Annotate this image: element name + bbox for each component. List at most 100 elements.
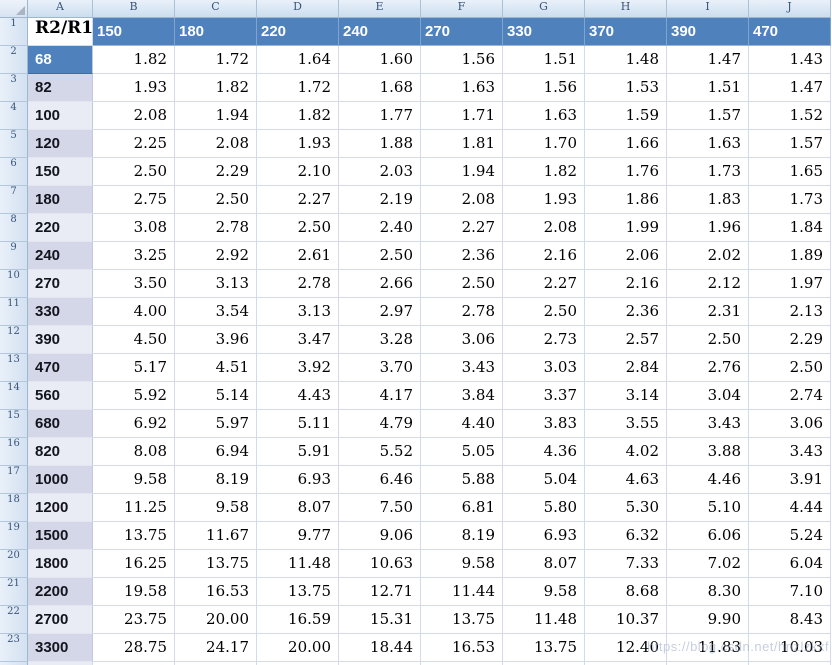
data-cell[interactable]: 1.82 <box>503 158 585 186</box>
data-cell[interactable] <box>503 662 585 665</box>
data-cell[interactable]: 1.81 <box>421 130 503 158</box>
data-cell[interactable]: 2.76 <box>667 354 749 382</box>
data-cell[interactable] <box>339 662 421 665</box>
data-cell[interactable]: 10.63 <box>339 550 421 578</box>
data-cell[interactable]: 9.77 <box>257 522 339 550</box>
data-cell[interactable]: 1.93 <box>93 74 175 102</box>
data-cell[interactable]: 2.78 <box>257 270 339 298</box>
data-cell[interactable]: 2.73 <box>503 326 585 354</box>
data-cell[interactable]: 4.44 <box>749 494 831 522</box>
data-cell[interactable]: 16.53 <box>421 634 503 662</box>
data-cell[interactable]: 13.75 <box>421 606 503 634</box>
data-cell[interactable]: 3.43 <box>667 410 749 438</box>
data-cell[interactable]: 1.97 <box>749 270 831 298</box>
data-cell[interactable]: 2.13 <box>749 298 831 326</box>
data-cell[interactable]: 1.99 <box>585 214 667 242</box>
data-cell[interactable]: 1.94 <box>175 102 257 130</box>
data-cell[interactable]: 2.19 <box>339 186 421 214</box>
data-cell[interactable]: 1.73 <box>749 186 831 214</box>
data-cell[interactable]: 2.06 <box>585 242 667 270</box>
data-cell[interactable]: 2.50 <box>749 354 831 382</box>
row-header-1[interactable]: 1 <box>0 18 28 46</box>
data-cell[interactable]: 5.05 <box>421 438 503 466</box>
data-cell[interactable]: 6.93 <box>503 522 585 550</box>
data-cell[interactable]: 2.16 <box>585 270 667 298</box>
data-cell[interactable]: 2.50 <box>339 242 421 270</box>
data-cell[interactable]: 1.86 <box>585 186 667 214</box>
data-cell[interactable]: 1.77 <box>339 102 421 130</box>
data-cell[interactable]: 2.08 <box>503 214 585 242</box>
data-cell[interactable]: 5.80 <box>503 494 585 522</box>
row-label-cell-240[interactable]: 240 <box>28 242 93 270</box>
data-cell[interactable]: 8.30 <box>667 578 749 606</box>
data-cell[interactable]: 1.70 <box>503 130 585 158</box>
data-cell[interactable]: 4.79 <box>339 410 421 438</box>
data-cell[interactable]: 2.08 <box>421 186 503 214</box>
header-cell-270[interactable]: 270 <box>421 18 503 46</box>
data-cell[interactable]: 3.84 <box>421 382 503 410</box>
row-header-partial[interactable] <box>0 662 28 665</box>
data-cell[interactable]: 16.59 <box>257 606 339 634</box>
data-cell[interactable]: 13.75 <box>175 550 257 578</box>
data-cell[interactable]: 23.75 <box>93 606 175 634</box>
data-cell[interactable]: 4.46 <box>667 466 749 494</box>
row-header-6[interactable]: 6 <box>0 158 28 186</box>
row-header-18[interactable]: 18 <box>0 494 28 522</box>
data-cell[interactable]: 2.97 <box>339 298 421 326</box>
data-cell[interactable]: 1.57 <box>667 102 749 130</box>
data-cell[interactable]: 13.75 <box>93 522 175 550</box>
data-cell[interactable]: 3.25 <box>93 242 175 270</box>
row-label-cell-270[interactable]: 270 <box>28 270 93 298</box>
data-cell[interactable]: 1.82 <box>93 46 175 74</box>
data-cell[interactable]: 1.88 <box>339 130 421 158</box>
data-cell[interactable]: 3.92 <box>257 354 339 382</box>
data-cell[interactable]: 1.64 <box>257 46 339 74</box>
column-header-G[interactable]: G <box>503 0 585 18</box>
data-cell[interactable]: 3.13 <box>175 270 257 298</box>
row-label-cell-68[interactable]: 68 <box>28 46 93 74</box>
data-cell[interactable]: 1.60 <box>339 46 421 74</box>
data-cell[interactable]: 7.02 <box>667 550 749 578</box>
data-cell[interactable]: 7.10 <box>749 578 831 606</box>
data-cell[interactable] <box>749 662 831 665</box>
data-cell[interactable]: 2.50 <box>503 298 585 326</box>
data-cell[interactable]: 2.74 <box>749 382 831 410</box>
data-cell[interactable] <box>257 662 339 665</box>
data-cell[interactable]: 6.93 <box>257 466 339 494</box>
data-cell[interactable]: 5.91 <box>257 438 339 466</box>
data-cell[interactable]: 2.84 <box>585 354 667 382</box>
data-cell[interactable]: 3.06 <box>421 326 503 354</box>
data-cell[interactable]: 2.03 <box>339 158 421 186</box>
data-cell[interactable]: 4.51 <box>175 354 257 382</box>
data-cell[interactable]: 1.82 <box>175 74 257 102</box>
data-cell[interactable]: 2.50 <box>175 186 257 214</box>
row-header-3[interactable]: 3 <box>0 74 28 102</box>
data-cell[interactable]: 3.55 <box>585 410 667 438</box>
data-cell[interactable] <box>667 662 749 665</box>
data-cell[interactable]: 2.92 <box>175 242 257 270</box>
data-cell[interactable] <box>421 662 503 665</box>
data-cell[interactable]: 5.30 <box>585 494 667 522</box>
data-cell[interactable]: 1.53 <box>585 74 667 102</box>
row-header-22[interactable]: 22 <box>0 606 28 634</box>
data-cell[interactable]: 2.31 <box>667 298 749 326</box>
data-cell[interactable]: 9.06 <box>339 522 421 550</box>
data-cell[interactable]: 11.25 <box>93 494 175 522</box>
row-label-cell-100[interactable]: 100 <box>28 102 93 130</box>
data-cell[interactable]: 3.96 <box>175 326 257 354</box>
data-cell[interactable]: 16.53 <box>175 578 257 606</box>
data-cell[interactable]: 3.14 <box>585 382 667 410</box>
data-cell[interactable]: 1.89 <box>749 242 831 270</box>
row-header-7[interactable]: 7 <box>0 186 28 214</box>
data-cell[interactable]: 10.03 <box>749 634 831 662</box>
data-cell[interactable]: 6.32 <box>585 522 667 550</box>
row-header-8[interactable]: 8 <box>0 214 28 242</box>
data-cell[interactable]: 15.31 <box>339 606 421 634</box>
row-label-cell-1200[interactable]: 1200 <box>28 494 93 522</box>
data-cell[interactable]: 4.36 <box>503 438 585 466</box>
data-cell[interactable]: 1.56 <box>503 74 585 102</box>
row-header-13[interactable]: 13 <box>0 354 28 382</box>
data-cell[interactable]: 3.91 <box>749 466 831 494</box>
data-cell[interactable]: 1.68 <box>339 74 421 102</box>
data-cell[interactable]: 2.27 <box>257 186 339 214</box>
